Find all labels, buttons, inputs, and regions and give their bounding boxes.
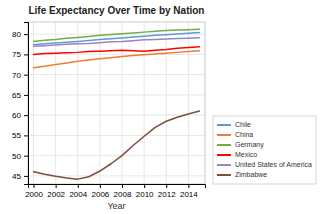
legend: Chile China Germany Mexico United States of … bbox=[213, 116, 316, 184]
grid-line-y bbox=[28, 74, 205, 75]
tick-label: 70 bbox=[12, 71, 21, 80]
legend-label: Chile bbox=[235, 121, 251, 128]
tick-mark bbox=[24, 156, 28, 157]
grid-line-x bbox=[166, 22, 167, 184]
grid-line-x bbox=[99, 22, 100, 184]
legend-entry: Zimbabwe bbox=[217, 171, 267, 178]
chart-title: Life Expectancy Over Time by Nation bbox=[28, 5, 204, 16]
tick-label: 2000 bbox=[25, 190, 43, 199]
plot-frame bbox=[28, 22, 205, 184]
tick: 50 bbox=[12, 152, 28, 161]
legend-label: China bbox=[235, 131, 253, 138]
legend-swatch bbox=[217, 134, 231, 136]
tick-label: 45 bbox=[12, 172, 21, 181]
legend-label: United States of America bbox=[235, 161, 312, 168]
tick: 75 bbox=[12, 50, 28, 59]
tick: 2008 bbox=[114, 184, 132, 199]
series-line bbox=[34, 29, 200, 41]
tick: 55 bbox=[12, 131, 28, 140]
tick-mark bbox=[100, 184, 101, 188]
tick-label: 2002 bbox=[47, 190, 65, 199]
tick-label: 55 bbox=[12, 131, 21, 140]
tick-mark bbox=[24, 176, 28, 177]
tick: 2014 bbox=[180, 184, 198, 199]
legend-swatch bbox=[217, 174, 231, 176]
tick-mark bbox=[24, 34, 28, 35]
grid-line-y bbox=[28, 155, 205, 156]
tick-label: 80 bbox=[12, 30, 21, 39]
tick-mark bbox=[24, 95, 28, 96]
series-line bbox=[34, 111, 200, 179]
legend-entry: Mexico bbox=[217, 151, 257, 158]
tick: 2010 bbox=[136, 184, 154, 199]
tick-mark bbox=[122, 184, 123, 188]
chart-container: 2000 2002 2004 2006 2008 2010 2012 2014 45 50 55 60… bbox=[0, 0, 320, 214]
series-line bbox=[34, 47, 200, 55]
grid-line-y bbox=[28, 54, 205, 55]
series-line bbox=[34, 38, 200, 47]
legend-entry: Germany bbox=[217, 141, 264, 149]
tick-label: 60 bbox=[12, 111, 21, 120]
tick-mark bbox=[144, 184, 145, 188]
tick-label: 65 bbox=[12, 91, 21, 100]
tick: 60 bbox=[12, 111, 28, 120]
tick-label: 50 bbox=[12, 152, 21, 161]
grid-line-y bbox=[28, 94, 205, 95]
grid-line-x bbox=[188, 22, 189, 184]
grid-line-x bbox=[55, 22, 56, 184]
tick: 2004 bbox=[69, 184, 87, 199]
tick-label: 75 bbox=[12, 50, 21, 59]
legend-label: Mexico bbox=[235, 151, 257, 158]
tick-mark bbox=[34, 184, 35, 188]
tick: 2002 bbox=[47, 184, 65, 199]
grid-line-y bbox=[28, 115, 205, 116]
grid bbox=[28, 22, 205, 184]
tick-mark bbox=[24, 54, 28, 55]
tick-mark bbox=[166, 184, 167, 188]
legend-label: Zimbabwe bbox=[235, 171, 267, 178]
grid-line-x bbox=[77, 22, 78, 184]
grid-line-y bbox=[28, 135, 205, 136]
axis-line bbox=[29, 185, 206, 189]
x-axis: 2000 2002 2004 2006 2008 2010 2012 2014 bbox=[25, 184, 205, 199]
legend-box bbox=[213, 116, 316, 184]
grid-line-x bbox=[144, 22, 145, 184]
tick: 2006 bbox=[91, 184, 109, 199]
tick: 2000 bbox=[25, 184, 43, 199]
tick: 2012 bbox=[158, 184, 176, 199]
tick-label: 2010 bbox=[136, 190, 154, 199]
tick-mark bbox=[56, 184, 57, 188]
legend-swatch bbox=[217, 154, 231, 156]
tick-mark bbox=[24, 75, 28, 76]
tick-label: 2008 bbox=[114, 190, 132, 199]
chart-svg: 2000 2002 2004 2006 2008 2010 2012 2014 45 50 55 60… bbox=[0, 0, 320, 214]
legend-swatch bbox=[217, 124, 231, 126]
legend-entry: Chile bbox=[217, 121, 251, 128]
tick-mark bbox=[24, 115, 28, 116]
legend-entry: China bbox=[217, 131, 253, 138]
tick-label: 2014 bbox=[180, 190, 198, 199]
axis-line bbox=[24, 23, 29, 185]
marks bbox=[34, 29, 200, 179]
plot: 2000 2002 2004 2006 2008 2010 2012 2014 45 50 55 60… bbox=[12, 22, 205, 199]
grid-line-x bbox=[122, 22, 123, 184]
tick-label: 2004 bbox=[69, 190, 87, 199]
tick: 80 bbox=[12, 30, 28, 39]
legend-label: Germany bbox=[235, 141, 264, 149]
tick: 65 bbox=[12, 91, 28, 100]
legend-entry: United States of America bbox=[217, 161, 312, 168]
tick-mark bbox=[78, 184, 79, 188]
legend-swatch bbox=[217, 164, 231, 166]
tick-label: 2006 bbox=[91, 190, 109, 199]
x-axis-title: Year bbox=[107, 201, 125, 211]
legend-swatch bbox=[217, 144, 231, 146]
y-axis: 45 50 55 60 65 70 75 80 bbox=[12, 23, 28, 185]
tick-label: 2012 bbox=[158, 190, 176, 199]
tick: 70 bbox=[12, 71, 28, 80]
tick: 45 bbox=[12, 172, 28, 181]
tick-mark bbox=[188, 184, 189, 188]
tick-mark bbox=[24, 135, 28, 136]
